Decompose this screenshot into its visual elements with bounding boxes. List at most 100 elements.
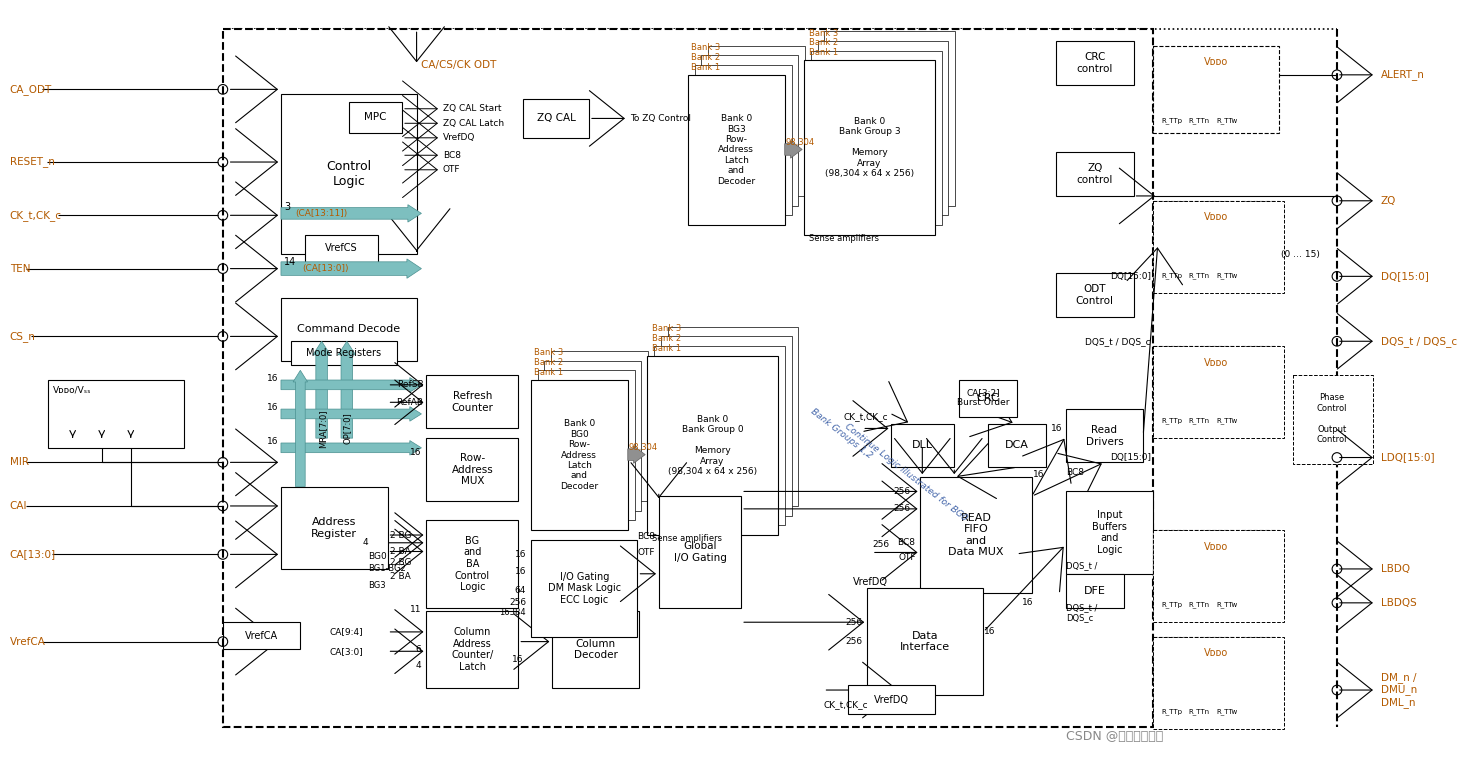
Text: Command Decode: Command Decode [298,324,400,334]
Text: 16: 16 [267,403,277,412]
Text: 16: 16 [511,654,523,664]
Bar [552,351,648,501]
Text: R_TTw: R_TTw [1216,708,1237,715]
Text: BG0: BG0 [368,552,387,561]
Text: VrefCA: VrefCA [10,637,45,647]
Text: Bank 0
BG0
Row-
Address
Latch
and
Decoder: Bank 0 BG0 Row- Address Latch and Decode… [561,419,599,491]
Text: (0 … 15): (0 … 15) [1280,250,1320,259]
Text: Column
Decoder: Column Decoder [574,638,618,660]
Text: R_TTn: R_TTn [1188,708,1210,715]
Text: 16: 16 [410,448,422,457]
Bar [1153,637,1283,729]
Text: OTF: OTF [638,548,656,557]
Text: Bank 3: Bank 3 [653,324,682,333]
Text: VrefCS: VrefCS [326,244,358,253]
Text: ZQ CAL Latch: ZQ CAL Latch [442,119,504,128]
Text: Data
Interface: Data Interface [901,631,950,652]
Text: 98,304: 98,304 [629,444,658,452]
Bar [701,56,799,205]
Text: DCA: DCA [1006,441,1029,451]
Bar [280,94,416,254]
Bar [867,588,984,695]
Text: OTF: OTF [442,165,460,174]
Text: Bank 1: Bank 1 [809,48,838,57]
Text: R_TTp: R_TTp [1162,417,1183,424]
Text: VrefDQ: VrefDQ [853,577,888,587]
Text: VrefDQ: VrefDQ [442,133,474,142]
Bar [1294,375,1372,464]
Bar [988,424,1047,467]
Text: VrefDQ: VrefDQ [875,695,908,705]
Text: RESET_n: RESET_n [10,157,54,167]
Bar [1158,51,1275,128]
Text: RefSB: RefSB [397,380,423,390]
Text: MRA[7:0]: MRA[7:0] [318,409,327,447]
Text: Column
Address
Counter/
Latch: Column Address Counter/ Latch [451,627,493,672]
Bar [848,685,934,715]
Bar [695,65,791,215]
Text: 256: 256 [845,618,863,627]
Bar [305,234,378,262]
Bar [1153,530,1283,622]
Text: DQ[15:0]: DQ[15:0] [1110,272,1150,281]
Text: Bank 1: Bank 1 [534,368,564,377]
Text: CAI: CAI [10,501,28,511]
Bar [1056,152,1133,196]
Text: Sense amplifiers: Sense amplifiers [809,234,879,243]
Text: ALERT_n: ALERT_n [1381,69,1425,81]
Bar [1153,201,1279,288]
Text: Row-
Address
MUX: Row- Address MUX [451,453,493,486]
Bar [280,298,416,361]
Text: CA[3:2]: CA[3:2] [967,388,1000,397]
Text: BG3: BG3 [368,581,385,590]
Text: 256: 256 [510,598,526,607]
Bar [426,610,518,688]
Bar [426,521,518,608]
Text: 11: 11 [410,605,422,614]
Text: Vᴅᴅᴏ: Vᴅᴅᴏ [1203,358,1228,368]
Bar [537,371,635,521]
Bar [545,361,641,511]
Text: Bank 2: Bank 2 [691,53,720,62]
Bar [349,102,402,133]
Text: Bank 2: Bank 2 [653,334,682,343]
Text: LDQ[15:0]: LDQ[15:0] [1381,453,1434,463]
Bar [658,496,742,608]
Text: 256: 256 [894,505,911,514]
Text: 4: 4 [362,538,368,547]
FancyArrow shape [312,341,330,438]
Bar [280,486,387,569]
Text: Global
I/O Gating: Global I/O Gating [673,541,727,563]
Text: CA/CS/CK ODT: CA/CS/CK ODT [422,60,496,70]
Bar [223,622,301,649]
Text: 2 BG: 2 BG [390,530,412,540]
Text: TEN: TEN [10,263,31,274]
Text: Continue Logic illustrated for BG0: Continue Logic illustrated for BG0 [842,422,968,523]
Text: Address
Register: Address Register [311,517,358,539]
Text: 64: 64 [515,586,526,595]
Text: 98,304: 98,304 [785,139,815,147]
Text: DQS_t /: DQS_t / [1066,562,1096,571]
Text: Bank 2: Bank 2 [809,38,838,47]
Bar [1066,574,1124,608]
Bar [1153,46,1279,133]
Text: DQS_t /
DQS_c: DQS_t / DQS_c [1066,603,1096,622]
Text: Bank 3: Bank 3 [534,349,564,358]
Text: 16: 16 [514,550,526,559]
Bar [426,375,518,428]
Text: 16: 16 [1022,598,1034,607]
Bar [531,540,638,637]
Text: ZQ CAL: ZQ CAL [537,113,575,123]
Text: (CA[13:0]): (CA[13:0]) [302,264,349,273]
FancyArrow shape [280,259,422,279]
Text: DQS_t / DQS_c: DQS_t / DQS_c [1085,337,1150,345]
Text: Bank 1: Bank 1 [691,62,720,72]
Bar [48,380,184,447]
Bar [1158,205,1275,283]
Text: Bank 3: Bank 3 [691,43,720,53]
Text: BC8: BC8 [1066,467,1083,476]
Text: 4: 4 [416,661,422,670]
Text: DQ[15:0]: DQ[15:0] [1110,453,1150,462]
Text: 16: 16 [984,627,996,636]
Text: OTF: OTF [898,552,915,562]
